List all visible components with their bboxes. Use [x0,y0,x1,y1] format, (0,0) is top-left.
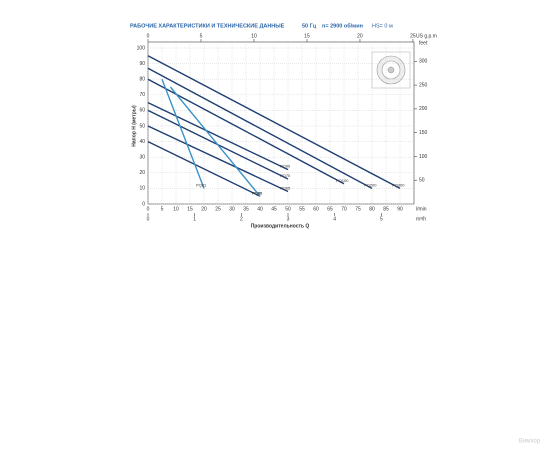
x2-tick-label: 20 [357,33,363,39]
x-tick-label: 25 [215,206,221,212]
y2-tick-label: 300 [419,59,428,65]
x3-tick-label: 2 [240,216,243,222]
frequency: 50 Гц [302,23,317,29]
series-label: PQ65 [280,186,291,191]
series-label: PQ70 [280,173,291,178]
series-label: PQ81 [196,182,207,187]
x3-tick-label: 5 [380,216,383,222]
series-label: PQ90 [280,164,291,169]
x-tick-label: 50 [285,206,291,212]
series-line [147,101,289,171]
x-tick-label: 35 [243,206,249,212]
y-tick-label: 50 [139,123,145,129]
y2-unit: feet [419,40,428,46]
y2-tick-label: 100 [419,154,428,160]
x-tick-label: 60 [313,206,319,212]
y2-tick-label: 200 [419,106,428,112]
y-tick-label: 30 [139,155,145,161]
x-tick-label: 20 [201,206,207,212]
series-line [147,125,289,193]
y-tick-label: 70 [139,92,145,98]
y-axis-label: Напор H (метры) [131,105,137,147]
x-tick-label: 70 [341,206,347,212]
y-tick-label: 90 [139,61,145,67]
x2-unit: US g.p.m [416,33,437,39]
series-label: PQ80 [252,190,263,195]
series-line [161,78,205,189]
chart-title: РАБОЧИЕ ХАРАКТЕРИСТИКИ И ТЕХНИЧЕСКИЕ ДАН… [130,23,285,29]
x-axis-label: Производительность Q [251,223,310,229]
series-line [147,78,345,185]
y2-tick-label: 150 [419,130,428,136]
y-tick-label: 40 [139,139,145,145]
x3-tick-label: 3 [287,216,290,222]
x-tick-label: 90 [397,206,403,212]
series-line [169,86,261,197]
x2-tick-label: 5 [200,33,203,39]
x2-tick-label: 15 [304,33,310,39]
x2-tick-label: 10 [251,33,257,39]
x-tick-label: 65 [327,206,333,212]
series-line [147,55,401,190]
y-tick-label: 60 [139,108,145,114]
y-tick-label: 10 [139,186,145,192]
x-tick-label: 85 [383,206,389,212]
x2-tick-label: 25 [410,33,416,39]
x-tick-label: 40 [257,206,263,212]
x3-unit: m³/h [416,216,426,222]
x-tick-label: 80 [369,206,375,212]
y-tick-label: 80 [139,77,145,83]
x-tick-label: 0 [147,206,150,212]
y-tick-label: 100 [137,45,146,51]
series-label: PQ300 [392,182,405,187]
y-tick-label: 20 [139,170,145,176]
y2-tick-label: 250 [419,82,428,88]
series-line [147,67,373,190]
x3-tick-label: 0 [147,216,150,222]
x3-tick-label: 1 [193,216,196,222]
series-label: PQ200 [364,182,377,187]
y2-tick-label: 50 [419,178,425,184]
x2-tick-label: 0 [147,33,150,39]
x-tick-label: 30 [229,206,235,212]
suction: HS= 0 м [372,23,393,29]
y-tick-label: 0 [142,201,145,207]
x-tick-label: 15 [187,206,193,212]
x-tick-label: 75 [355,206,361,212]
impeller-icon [371,51,411,89]
x-tick-label: 10 [173,206,179,212]
x3-tick-label: 4 [333,216,336,222]
speed: n= 2900 об/мин [322,22,363,29]
x-tick-label: 5 [161,206,164,212]
x-tick-label: 55 [299,206,305,212]
watermark: Вимхор [519,439,541,445]
series-label: PQ100 [336,178,349,183]
x-unit: l/min [416,206,427,212]
x-tick-label: 45 [271,206,277,212]
series-line [147,140,261,197]
